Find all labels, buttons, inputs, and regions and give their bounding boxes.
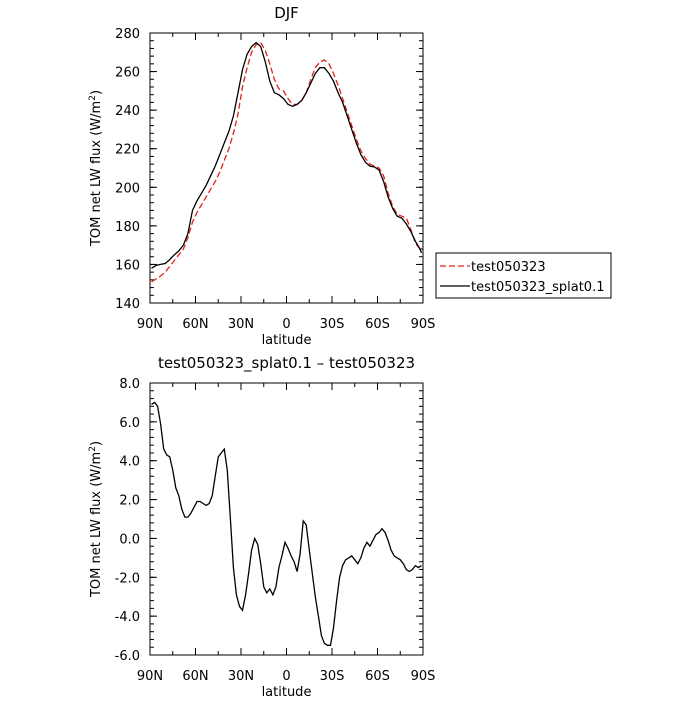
legend-label-1: test050323_splat0.1 xyxy=(471,280,604,295)
x-tick-label: 90N xyxy=(137,317,163,332)
x-tick-label: 30S xyxy=(320,669,345,684)
chart-title: DJF xyxy=(274,4,299,22)
y-axis-label: TOM net LW flux (W/m2) xyxy=(88,90,104,247)
series-line-0 xyxy=(151,401,422,646)
y-tick-label: 8.0 xyxy=(119,377,140,392)
y-axis-label: TOM net LW flux (W/m2) xyxy=(88,441,104,598)
x-tick-label: 60S xyxy=(365,669,390,684)
bottom-panel: 90N 60N 30N 0 30S 60S 90S -6.0 -4.0 -2.0 0.0 2.0 4.0… xyxy=(88,354,435,700)
y-tick-label: 240 xyxy=(115,104,140,119)
y-tick-label: 180 xyxy=(115,220,140,235)
legend-box xyxy=(435,252,612,299)
y-axis-label-close: ) xyxy=(89,90,104,95)
legend: test050323 test050323_splat0.1 xyxy=(435,252,612,299)
y-tick-label: 140 xyxy=(115,297,140,312)
y-tick-label: 6.0 xyxy=(119,416,140,431)
x-tick-label: 0 xyxy=(282,669,290,684)
y-tick-label: 4.0 xyxy=(119,455,140,470)
y-tick-label: 280 xyxy=(115,27,140,42)
plot-frame xyxy=(149,32,424,304)
x-tick-label: 90N xyxy=(137,669,163,684)
y-tick-label: -2.0 xyxy=(115,571,140,586)
x-tick-label: 30N xyxy=(228,669,254,684)
y-tick-label: 2.0 xyxy=(119,494,140,509)
y-axis-label-close: ) xyxy=(89,441,104,446)
top-panel: 90N 60N 30N 0 30S 60S 90S 140 160 180 200 220 240 260… xyxy=(88,4,435,348)
x-tick-label: 0 xyxy=(282,317,290,332)
x-axis-label: latitude xyxy=(262,685,312,700)
y-tick-label: -4.0 xyxy=(115,610,140,625)
y-tick-label: -6.0 xyxy=(115,649,140,664)
x-tick-label: 90S xyxy=(411,317,436,332)
chart-title: test050323_splat0.1 – test050323 xyxy=(158,354,415,373)
y-axis-label-superscript: 2 xyxy=(88,95,98,101)
y-tick-label: 260 xyxy=(115,66,140,81)
legend-label-0: test050323 xyxy=(471,260,546,275)
y-axis-label-main: TOM net LW flux (W/m xyxy=(89,452,104,598)
x-tick-label: 60N xyxy=(182,317,208,332)
y-tick-label: 200 xyxy=(115,181,140,196)
x-axis-label: latitude xyxy=(262,333,312,348)
y-tick-label: 160 xyxy=(115,258,140,273)
x-tick-label: 90S xyxy=(411,669,436,684)
x-tick-label: 60N xyxy=(182,669,208,684)
x-tick-label: 30N xyxy=(228,317,254,332)
y-axis-label-superscript: 2 xyxy=(88,446,98,452)
x-tick-label: 60S xyxy=(365,317,390,332)
y-tick-label: 0.0 xyxy=(119,532,140,547)
plot-frame xyxy=(149,382,424,656)
y-axis-label-main: TOM net LW flux (W/m xyxy=(89,101,104,247)
series-line-1 xyxy=(151,41,423,269)
series-line-0 xyxy=(151,41,423,283)
x-tick-label: 30S xyxy=(320,317,345,332)
y-tick-label: 220 xyxy=(115,143,140,158)
